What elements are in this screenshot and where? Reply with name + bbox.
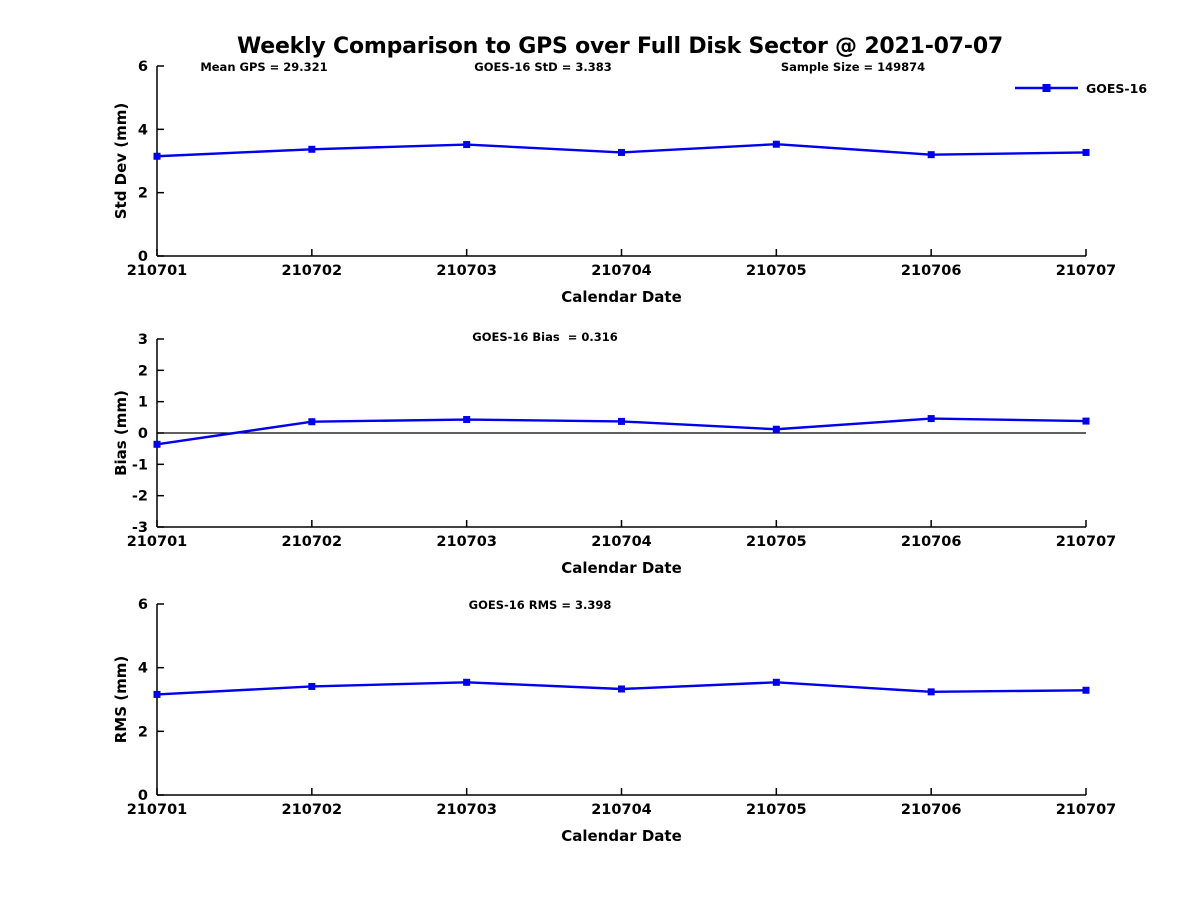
y-tick-label: -2 (132, 489, 148, 505)
x-axis-label: Calendar Date (561, 559, 682, 577)
x-tick-label: 210706 (901, 802, 962, 818)
y-tick-label: 0 (138, 788, 148, 804)
y-tick-label: 1 (138, 395, 148, 411)
y-tick-label: 6 (138, 59, 148, 75)
x-tick-label: 210705 (746, 802, 807, 818)
y-tick-label: 4 (138, 661, 148, 677)
legend-marker-sample (1042, 84, 1051, 92)
goes16-data-marker (463, 678, 471, 686)
goes16-data-marker (463, 141, 471, 149)
y-axis-label: Std Dev (mm) (112, 103, 130, 220)
y-tick-label: 0 (138, 426, 148, 442)
legend-label: GOES-16 (1086, 81, 1147, 96)
figure-title: Weekly Comparison to GPS over Full Disk … (237, 34, 1003, 59)
goes16-data-marker (927, 415, 935, 423)
x-tick-label: 210704 (591, 263, 652, 279)
stat-annotation: GOES-16 RMS = 3.398 (469, 598, 612, 612)
goes16-data-marker (618, 685, 625, 693)
bias-chart: -3 -2 -1 0 1 2 3 210701 210702 210703 210704 210705… (112, 330, 1116, 577)
x-tick-label: 210705 (746, 263, 807, 279)
x-tick-label: 210702 (282, 534, 343, 550)
stat-annotation: Sample Size = 149874 (781, 60, 925, 74)
x-tick-label: 210707 (1056, 534, 1117, 550)
goes16-data-marker (153, 690, 161, 698)
x-tick-label: 210706 (901, 263, 962, 279)
x-tick-label: 210703 (436, 263, 497, 279)
x-tick-label: 210707 (1056, 263, 1117, 279)
y-tick-label: 2 (138, 724, 148, 740)
x-axis-label: Calendar Date (561, 288, 682, 306)
x-tick-label: 210704 (591, 802, 652, 818)
goes16-data-marker (1082, 686, 1090, 694)
stat-annotation: Mean GPS = 29.321 (200, 60, 327, 74)
y-tick-label: -3 (132, 520, 148, 536)
y-tick-label: -1 (132, 457, 148, 473)
y-tick-label: 0 (138, 249, 148, 265)
x-tick-label: 210702 (282, 802, 343, 818)
goes16-data-marker (927, 151, 935, 159)
x-tick-label: 210707 (1056, 802, 1117, 818)
stat-annotation: GOES-16 StD = 3.383 (474, 60, 611, 74)
x-tick-label: 210703 (436, 534, 497, 550)
y-axis-label: Bias (mm) (112, 390, 130, 476)
y-tick-label: 2 (138, 186, 148, 202)
y-tick-label: 3 (138, 332, 148, 348)
goes16-data-marker (618, 148, 625, 156)
goes16-data-marker (308, 418, 316, 426)
x-tick-label: 210706 (901, 534, 962, 550)
x-tick-label: 210701 (127, 802, 188, 818)
x-tick-label: 210701 (127, 263, 188, 279)
goes16-data-marker (772, 425, 780, 433)
goes16-data-marker (772, 140, 780, 148)
goes16-data-marker (463, 416, 471, 424)
x-tick-label: 210703 (436, 802, 497, 818)
x-axis-label: Calendar Date (561, 827, 682, 845)
y-axis-label: RMS (mm) (112, 656, 130, 743)
goes16-data-marker (308, 682, 316, 690)
goes16-data-marker (1082, 417, 1090, 425)
goes16-data-marker (308, 145, 316, 153)
y-tick-label: 6 (138, 597, 148, 613)
goes16-data-marker (153, 440, 161, 448)
std-dev-chart: 0 2 4 6 210701 210702 210703 210704 210705 210706… (112, 59, 1147, 306)
legend: GOES-16 (1015, 81, 1147, 96)
y-tick-label: 4 (138, 122, 148, 138)
goes16-data-marker (1082, 148, 1090, 156)
goes16-data-marker (927, 688, 935, 696)
y-tick-label: 2 (138, 363, 148, 379)
x-tick-label: 210705 (746, 534, 807, 550)
goes16-data-marker (772, 678, 780, 686)
goes16-data-marker (153, 152, 161, 160)
goes16-data-marker (618, 417, 625, 425)
x-tick-label: 210704 (591, 534, 652, 550)
x-tick-label: 210702 (282, 263, 343, 279)
x-tick-label: 210701 (127, 534, 188, 550)
stat-annotation: GOES-16 Bias = 0.316 (472, 330, 617, 344)
rms-chart: 0 2 4 6 210701 210702 210703 210704 210705 210706… (112, 597, 1116, 845)
